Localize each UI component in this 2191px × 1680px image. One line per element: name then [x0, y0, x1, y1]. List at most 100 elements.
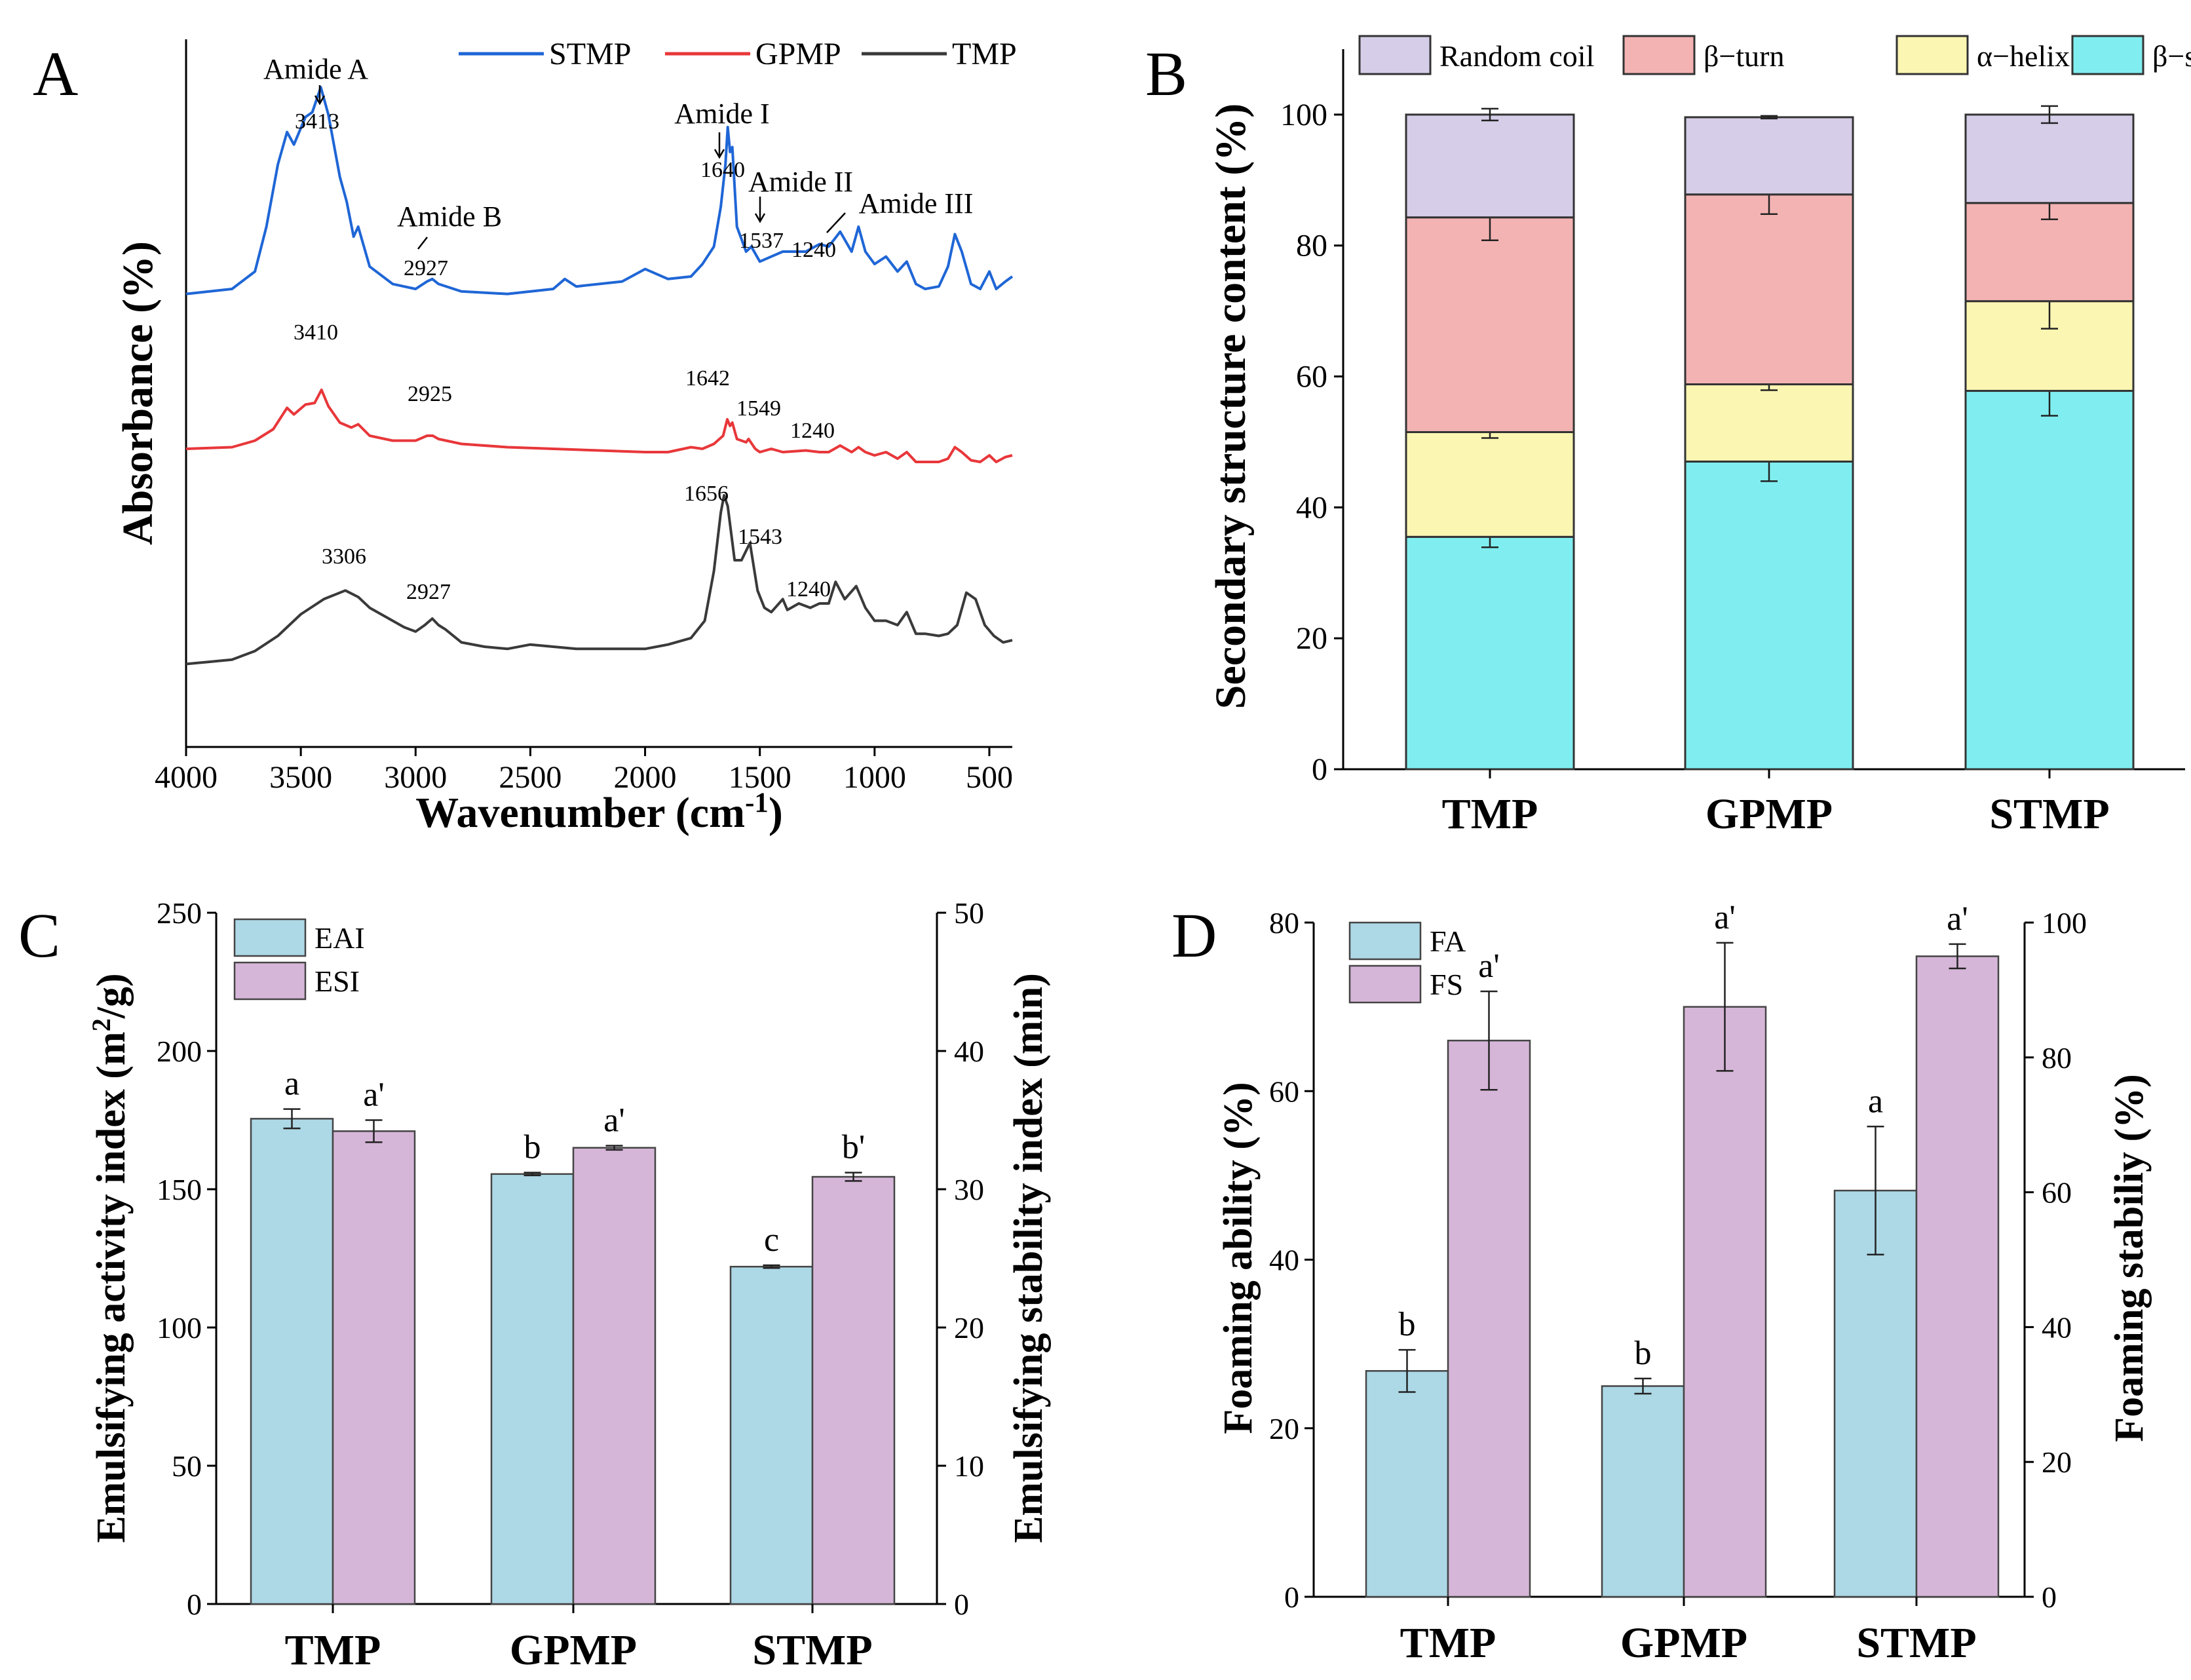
- bar-tmp-fs: [1447, 1039, 1531, 1598]
- panel-d-foaming-chart: D 0 20 40 60 80 0 20 40 60 80 100 Foaming ability (%…: [1172, 899, 2152, 1667]
- panel-a-x-axis-title-close: ): [769, 789, 783, 837]
- legend-label-stmp: STMP: [549, 37, 631, 71]
- panel-b-ytick-label: 80: [1296, 229, 1327, 263]
- panel-b-ytick-label: 60: [1296, 360, 1327, 394]
- panel-d-ytick-left-label: 60: [1269, 1075, 1299, 1108]
- annotation-gpmp-peak: 2925: [408, 382, 452, 406]
- bar-tmp-sheet: [1405, 535, 1575, 771]
- bar-gpmp-sheet: [1684, 460, 1854, 771]
- annotation-amide-ii: Amide II: [748, 166, 853, 198]
- panel-b-secondary-structure-chart: B 0 20 40 60 80 100 Secondary structure content…: [1145, 35, 2191, 838]
- panel-c-category-label: STMP: [752, 1626, 872, 1674]
- significance-letter-fs: a': [1714, 899, 1735, 936]
- panel-a-x-axis-title: Wavenumber (cm-1): [415, 788, 783, 837]
- significance-letter-esi: a': [363, 1077, 384, 1114]
- annotation-amide-b: Amide B: [397, 200, 502, 233]
- panel-b-ytick-label: 100: [1280, 98, 1327, 132]
- legend-label-random-coil: Random coil: [1439, 39, 1594, 73]
- panel-a-xtick-label: 500: [966, 760, 1013, 795]
- annotation-tmp-peak: 1656: [684, 482, 729, 506]
- panel-d-ytick-right-label: 40: [2042, 1310, 2072, 1344]
- panel-b-category-label: GPMP: [1705, 790, 1833, 838]
- panel-c-y-left-title-close: /g): [89, 973, 134, 1019]
- panel-d-category-label: GPMP: [1620, 1619, 1747, 1667]
- significance-letter-fa: b: [1635, 1335, 1652, 1372]
- annotation-amide-i: Amide I: [674, 98, 769, 130]
- legend-label-gpmp: GPMP: [755, 37, 841, 71]
- panel-d-ytick-right-label: 0: [2042, 1580, 2057, 1614]
- significance-letter-fa: a: [1868, 1082, 1883, 1120]
- panel-c-ytick-right-label: 10: [954, 1449, 984, 1483]
- series-line-tmp: [185, 494, 1013, 666]
- annotation-stmp-peak: 1240: [791, 238, 836, 262]
- significance-letter-esi: b': [842, 1129, 865, 1166]
- legend-label-sheet: β−sheet: [2152, 39, 2191, 73]
- legend-label-esi: ESI: [314, 964, 360, 998]
- bar-tmp-helix: [1405, 430, 1575, 538]
- legend-swatch-esi: [233, 961, 307, 1001]
- panel-d-ytick-right-label: 100: [2042, 906, 2087, 940]
- panel-a-xtick-label: 2000: [614, 760, 677, 795]
- panel-a-xtick-label: 1000: [843, 760, 906, 795]
- legend-label-helix: α−helix: [1977, 39, 2070, 73]
- significance-letter-fs: a': [1478, 947, 1499, 985]
- bar-gpmp-eai: [490, 1173, 575, 1605]
- panel-c-ytick-left-label: 200: [157, 1035, 202, 1068]
- annotation-tmp-peak: 3306: [322, 544, 366, 569]
- panel-b-ytick-label: 0: [1312, 752, 1327, 787]
- panel-label-d: D: [1172, 900, 1217, 970]
- panel-b-category-label: STMP: [1989, 790, 2109, 838]
- arrow-amide-iii: [826, 212, 846, 233]
- panel-a-ftir-chart: A 4000 3500 3000 2500 2000 1500 1000 500 Wavenumb…: [33, 37, 1017, 837]
- panel-a-xtick-label: 4000: [155, 760, 218, 795]
- panel-d-ytick-left-label: 20: [1269, 1412, 1299, 1445]
- bar-stmp-esi: [811, 1175, 896, 1605]
- annotation-tmp-peak: 1543: [738, 525, 782, 549]
- panel-b-category-label: TMP: [1442, 790, 1538, 838]
- legend-label-fa: FA: [1430, 925, 1466, 958]
- bar-stmp-sheet: [1964, 390, 2135, 771]
- bar-gpmp-helix: [1684, 383, 1854, 463]
- panel-d-ytick-right-label: 20: [2042, 1445, 2072, 1479]
- panel-c-ytick-left-label: 100: [157, 1311, 202, 1345]
- panel-label-a: A: [33, 39, 78, 109]
- bar-gpmp-turn: [1684, 193, 1854, 386]
- bar-tmp-random-coil: [1405, 113, 1575, 219]
- bar-stmp-eai: [729, 1265, 814, 1605]
- panel-a-x-axis-title-main: Wavenumber (cm: [415, 789, 745, 837]
- panel-d-ytick-left-label: 80: [1269, 906, 1299, 940]
- bar-tmp-turn: [1405, 216, 1575, 433]
- panel-c-y-left-title-sup: 2: [86, 1018, 116, 1031]
- annotation-stmp-peak: 2927: [404, 256, 448, 280]
- panel-c-ytick-left-label: 150: [157, 1173, 202, 1206]
- legend-swatch-turn: [1622, 35, 1696, 75]
- panel-d-ytick-right-label: 80: [2042, 1041, 2072, 1075]
- legend-swatch-eai: [233, 918, 307, 957]
- legend-swatch-random-coil: [1358, 35, 1432, 75]
- panel-a-y-axis-title: Absorbance (%): [114, 241, 162, 545]
- legend-label-fs: FS: [1430, 968, 1463, 1001]
- panel-c-ytick-right-label: 50: [954, 896, 984, 930]
- annotation-amide-iii: Amide III: [859, 187, 974, 220]
- panel-a-xtick-label: 3500: [269, 760, 332, 795]
- panel-c-ytick-left-label: 50: [172, 1449, 202, 1483]
- panel-a-xtick-label: 1500: [729, 760, 791, 795]
- panel-a-x-axis-title-sup: -1: [745, 788, 769, 818]
- panel-b-y-axis-title: Secondary structure content (%): [1207, 104, 1255, 709]
- panel-label-c: C: [18, 900, 60, 970]
- bar-gpmp-fa: [1601, 1385, 1685, 1598]
- annotation-gpmp-peak: 1240: [790, 419, 835, 443]
- series-line-stmp: [185, 86, 1014, 296]
- bar-tmp-eai: [250, 1118, 334, 1605]
- panel-a-xtick-label: 3000: [384, 760, 447, 795]
- legend-label-turn: β−turn: [1704, 39, 1784, 73]
- panel-d-category-label: STMP: [1856, 1619, 1976, 1667]
- panel-c-category-label: GPMP: [510, 1626, 637, 1674]
- annotation-stmp-peak: 1640: [700, 158, 745, 182]
- bar-stmp-fa: [1833, 1189, 1918, 1598]
- bar-gpmp-esi: [572, 1147, 657, 1605]
- legend-label-tmp: TMP: [952, 37, 1017, 71]
- panel-d-ytick-left-label: 0: [1284, 1580, 1299, 1614]
- annotation-gpmp-peak: 1642: [685, 366, 730, 391]
